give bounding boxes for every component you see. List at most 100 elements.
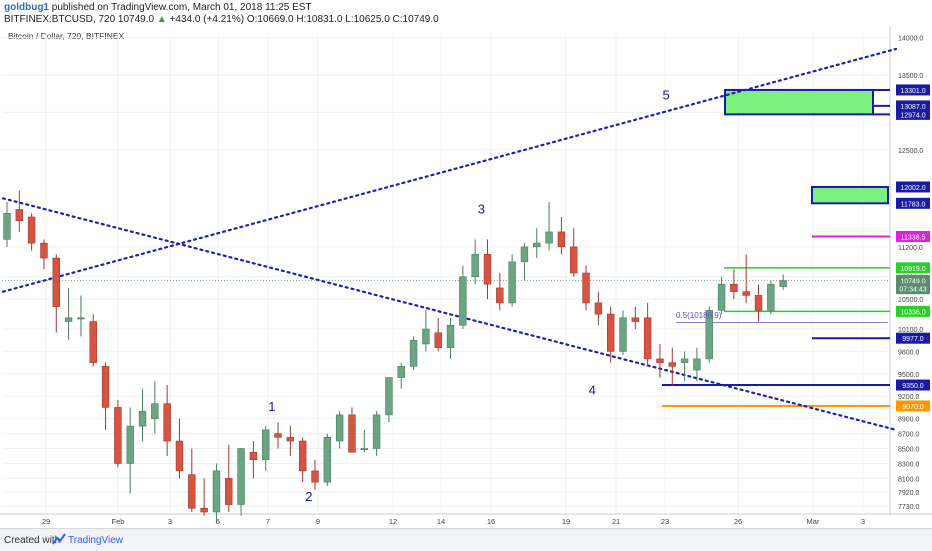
candle-body[interactable] bbox=[422, 328, 430, 345]
candle-body[interactable] bbox=[298, 440, 307, 472]
time-tick-label: 16 bbox=[487, 517, 495, 526]
chart-title: Bitcoin / Dollar, 720, BITFINEX bbox=[8, 31, 125, 41]
candle-body[interactable] bbox=[372, 414, 381, 449]
candle-body[interactable] bbox=[434, 332, 442, 348]
candle-body[interactable] bbox=[27, 216, 36, 244]
candle-body[interactable] bbox=[40, 242, 48, 259]
wave-label: 2 bbox=[305, 489, 312, 504]
candle-body[interactable] bbox=[459, 276, 467, 326]
candle-body[interactable] bbox=[446, 324, 455, 348]
candle-body[interactable] bbox=[520, 246, 529, 263]
price-level-tag-label: 10336.0 bbox=[900, 309, 925, 316]
candle-body[interactable] bbox=[151, 403, 159, 419]
candle-body[interactable] bbox=[385, 377, 393, 416]
price-level-tag-label: 10919.0 bbox=[900, 266, 925, 273]
price-tick-label: 9500.0 bbox=[898, 372, 920, 379]
candle-body[interactable] bbox=[767, 283, 775, 311]
wave-label: 4 bbox=[589, 383, 596, 398]
candle-body[interactable] bbox=[730, 283, 738, 292]
candle-body[interactable] bbox=[643, 317, 652, 360]
price-level-tag bbox=[896, 181, 930, 193]
candle-body[interactable] bbox=[668, 362, 676, 367]
price-level-tag-label: 12974.0 bbox=[900, 112, 925, 119]
price-tick-label: 7920.0 bbox=[898, 490, 920, 497]
candle-body[interactable] bbox=[225, 478, 233, 505]
candle-body[interactable] bbox=[705, 310, 713, 360]
candle-body[interactable] bbox=[409, 339, 418, 367]
candle-body[interactable] bbox=[138, 410, 147, 427]
candle-body[interactable] bbox=[348, 414, 356, 453]
candle-body[interactable] bbox=[212, 470, 221, 513]
up-arrow-icon: ▲ bbox=[156, 14, 167, 25]
price-level-tag-label: 9070.0 bbox=[902, 404, 924, 411]
author-name[interactable]: goldbug1 bbox=[4, 2, 49, 13]
candle-body[interactable] bbox=[545, 231, 553, 244]
candle-body[interactable] bbox=[15, 209, 24, 222]
candle-body[interactable] bbox=[754, 295, 763, 311]
ohlc-low: L:10625.0 bbox=[345, 14, 390, 25]
candle-body[interactable] bbox=[101, 366, 110, 408]
candle-body[interactable] bbox=[360, 448, 368, 451]
candle-body[interactable] bbox=[717, 283, 726, 311]
tradingview-logo-icon bbox=[52, 533, 66, 545]
candle-body[interactable] bbox=[742, 291, 750, 296]
candle-body[interactable] bbox=[656, 358, 664, 363]
candle-body[interactable] bbox=[496, 287, 504, 304]
price-chart[interactable]: Bitcoin / Dollar, 720, BITFINEX7730.0792… bbox=[0, 26, 932, 528]
price-level-tag bbox=[896, 283, 930, 295]
candle-body[interactable] bbox=[533, 242, 541, 248]
candle-body[interactable] bbox=[64, 317, 73, 322]
candle-body[interactable] bbox=[779, 280, 787, 287]
candle-body[interactable] bbox=[619, 317, 627, 352]
price-level-tag-label: 9350.0 bbox=[902, 383, 924, 390]
price-tick-label: 8500.0 bbox=[898, 447, 920, 454]
change-value: +434.0 (+4.21%) bbox=[169, 14, 245, 25]
candle-body[interactable] bbox=[200, 507, 208, 513]
candle-body[interactable] bbox=[52, 257, 60, 307]
price-tick-label: 8100.0 bbox=[898, 476, 920, 483]
price-tick-label: 11200.0 bbox=[898, 245, 923, 252]
candle-body[interactable] bbox=[335, 414, 344, 442]
time-tick-label: 19 bbox=[562, 517, 570, 526]
price-tick-label: 12500.0 bbox=[898, 148, 923, 155]
candle-body[interactable] bbox=[471, 254, 479, 278]
time-tick-label: 21 bbox=[612, 517, 620, 526]
candle-body[interactable] bbox=[483, 254, 492, 285]
candle-body[interactable] bbox=[274, 433, 282, 438]
candle-body[interactable] bbox=[570, 246, 578, 274]
candle-body[interactable] bbox=[3, 212, 11, 240]
candle-body[interactable] bbox=[631, 317, 640, 322]
candle-body[interactable] bbox=[508, 261, 516, 304]
candle-body[interactable] bbox=[311, 470, 319, 483]
fib-label: 0.5(10186.9) bbox=[676, 311, 722, 320]
candle-body[interactable] bbox=[126, 425, 134, 464]
candle-body[interactable] bbox=[286, 437, 295, 442]
time-tick-label: 5 bbox=[216, 517, 220, 526]
candle-body[interactable] bbox=[606, 313, 615, 352]
candle-body[interactable] bbox=[582, 272, 590, 304]
candle-body[interactable] bbox=[693, 358, 701, 371]
candle-body[interactable] bbox=[594, 302, 603, 315]
price-tick-label: 8300.0 bbox=[898, 461, 920, 468]
price-level-tag bbox=[896, 231, 930, 243]
price-level-tag bbox=[896, 379, 930, 391]
candle-body[interactable] bbox=[77, 317, 85, 320]
tradingview-link[interactable]: TradingView bbox=[68, 535, 124, 546]
candle-body[interactable] bbox=[163, 403, 171, 442]
candle-body[interactable] bbox=[175, 440, 184, 472]
price-level-tag-label: 10749.0 bbox=[900, 279, 925, 286]
candle-body[interactable] bbox=[188, 474, 196, 509]
price-level-tag bbox=[896, 262, 930, 274]
candle-body[interactable] bbox=[397, 366, 405, 378]
price-level-tag bbox=[896, 305, 930, 317]
candle-body[interactable] bbox=[323, 437, 332, 483]
candle-body[interactable] bbox=[237, 448, 245, 505]
time-tick-label: 9 bbox=[316, 517, 320, 526]
candle-body[interactable] bbox=[249, 451, 258, 461]
candle-body[interactable] bbox=[680, 358, 689, 363]
candle-body[interactable] bbox=[89, 321, 97, 363]
candle-body[interactable] bbox=[262, 429, 270, 461]
candle-body[interactable] bbox=[114, 407, 122, 464]
candle-body[interactable] bbox=[557, 231, 566, 248]
time-tick-label: 29 bbox=[42, 517, 50, 526]
